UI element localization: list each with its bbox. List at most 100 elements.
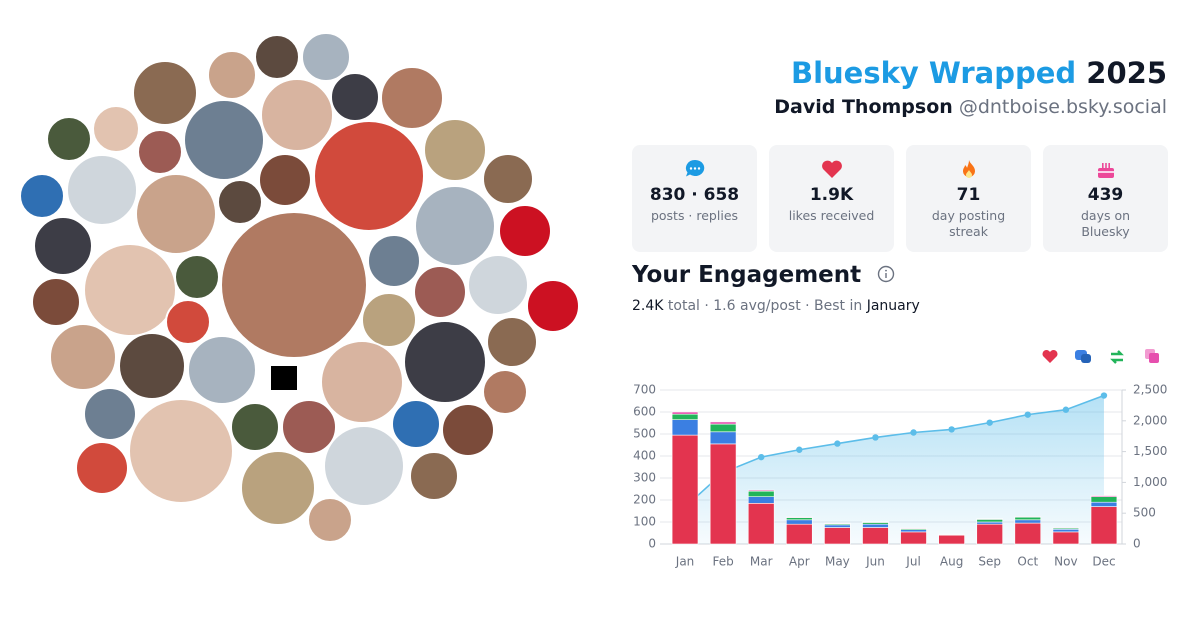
- bar-segment: [1052, 527, 1080, 529]
- stat-card: 439 days on Bluesky: [1043, 145, 1168, 252]
- avatar[interactable]: [323, 425, 405, 507]
- stat-value: 71: [956, 185, 981, 205]
- avatar[interactable]: [118, 332, 186, 400]
- avatar[interactable]: [380, 66, 444, 130]
- avatar[interactable]: [414, 185, 496, 267]
- stat-label: days on Bluesky: [1080, 208, 1131, 239]
- avatar[interactable]: [49, 323, 117, 391]
- avatar[interactable]: [498, 204, 552, 258]
- y-tick-label: 500: [633, 427, 656, 441]
- avatar[interactable]: [137, 129, 183, 175]
- y2-tick-label: 2,000: [1133, 413, 1167, 427]
- avatar[interactable]: [413, 265, 467, 319]
- bar-segment: [862, 523, 889, 528]
- avatar[interactable]: [75, 441, 129, 495]
- avatar[interactable]: [240, 450, 316, 526]
- avatar[interactable]: [83, 243, 177, 337]
- avatar[interactable]: [187, 335, 257, 405]
- avatar[interactable]: [320, 340, 404, 424]
- avatar[interactable]: [482, 153, 534, 205]
- bar-segment: [900, 527, 927, 529]
- info-icon[interactable]: [877, 265, 895, 283]
- bar-segment: [1090, 506, 1118, 545]
- bar-segment: [1090, 495, 1118, 498]
- avatar[interactable]: [33, 216, 93, 276]
- x-tick-label: Nov: [1054, 555, 1077, 569]
- avatar[interactable]: [220, 211, 368, 359]
- avatar[interactable]: [526, 279, 580, 333]
- avatar[interactable]: [83, 387, 137, 441]
- stat-value: 439: [1087, 185, 1124, 205]
- avatar[interactable]: [307, 497, 353, 543]
- avatar[interactable]: [174, 254, 220, 300]
- avatar[interactable]: [165, 299, 211, 345]
- line-point: [758, 453, 765, 461]
- bar-segment: [786, 523, 813, 545]
- avatar[interactable]: [66, 154, 138, 226]
- avatar[interactable]: [361, 292, 417, 348]
- avatar[interactable]: [486, 316, 538, 368]
- avatar[interactable]: [230, 402, 280, 452]
- bar-segment: [1052, 528, 1080, 533]
- bar-segment: [976, 519, 1003, 523]
- legend-replies-icon: [1081, 354, 1091, 363]
- avatar[interactable]: [135, 173, 217, 255]
- summary-text: total · 1.6 avg/post · Best in: [667, 298, 863, 314]
- bar-segment: [786, 517, 813, 521]
- y-tick-label: 100: [633, 515, 656, 529]
- stat-card: 71 day posting streak: [906, 145, 1031, 252]
- avatar[interactable]: [409, 451, 459, 501]
- stat-value: 1.9K: [809, 185, 854, 205]
- y-tick-label: 400: [633, 449, 656, 463]
- x-tick-label: Oct: [1017, 555, 1038, 569]
- bar-segment: [709, 443, 737, 545]
- bar-segment: [824, 527, 851, 545]
- legend: [1042, 349, 1159, 364]
- avatar[interactable]: [260, 78, 334, 152]
- line-point: [910, 429, 917, 436]
- avatar[interactable]: [281, 399, 337, 455]
- avatar[interactable]: [92, 105, 140, 153]
- bar-segment: [938, 534, 965, 545]
- avatar[interactable]: [301, 32, 351, 82]
- y-tick-label: 600: [633, 405, 656, 419]
- bar-segment: [1014, 522, 1042, 545]
- x-tick-label: Apr: [789, 555, 810, 569]
- avatar[interactable]: [467, 254, 529, 316]
- x-tick-label: Aug: [940, 555, 963, 569]
- avatar[interactable]: [330, 72, 380, 122]
- bar-segment: [862, 521, 889, 523]
- y2-tick-label: 1,000: [1133, 475, 1167, 489]
- x-tick-label: May: [825, 555, 850, 569]
- avatar[interactable]: [254, 34, 300, 80]
- avatar[interactable]: [482, 369, 528, 415]
- avatar[interactable]: [391, 399, 441, 449]
- summary-total: 2.4K: [632, 298, 664, 314]
- avatar[interactable]: [217, 179, 263, 225]
- avatar[interactable]: [367, 234, 421, 288]
- avatar[interactable]: [46, 116, 92, 162]
- stat-label: day posting streak: [931, 208, 1006, 239]
- line-point: [1100, 392, 1108, 399]
- avatar[interactable]: [19, 173, 65, 219]
- section-title-text: Your Engagement: [632, 262, 862, 288]
- bar-segment: [1090, 501, 1118, 507]
- avatar[interactable]: [183, 99, 265, 181]
- y-tick-label: 700: [633, 383, 656, 397]
- avatar[interactable]: [258, 153, 312, 207]
- avatar[interactable]: [31, 277, 81, 327]
- avatar[interactable]: [128, 398, 234, 504]
- avatar[interactable]: [441, 403, 495, 457]
- bar-segment: [747, 489, 775, 492]
- avatar[interactable]: [403, 320, 487, 404]
- bar-segment: [786, 519, 813, 525]
- avatar[interactable]: [132, 60, 198, 126]
- avatar[interactable]: [313, 120, 425, 232]
- avatar[interactable]: [423, 118, 487, 182]
- y-tick-label: 300: [633, 471, 656, 485]
- bar-segment: [709, 421, 737, 425]
- title-year: 2025: [1086, 56, 1167, 90]
- avatar[interactable]: [207, 50, 257, 100]
